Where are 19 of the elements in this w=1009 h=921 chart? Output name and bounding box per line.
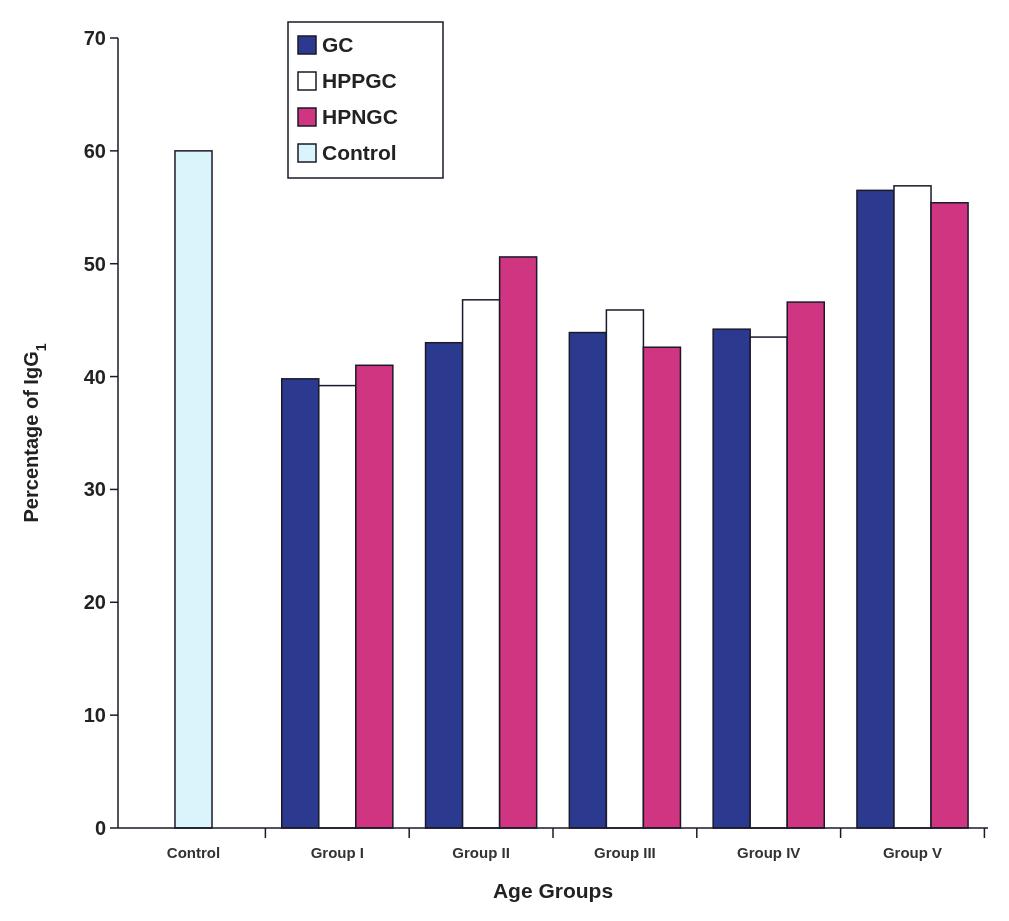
y-tick-label: 50: [83, 252, 106, 275]
x-tick-label: Group V: [882, 844, 943, 861]
y-tick-label: 60: [83, 139, 106, 162]
y-tick-label: 70: [83, 27, 106, 49]
legend-label: Control: [322, 141, 397, 165]
y-tick-label: 30: [83, 478, 106, 501]
legend-label: HPNGC: [322, 105, 398, 129]
x-axis-title: Age Groups: [492, 879, 614, 902]
legend-label: HPPGC: [322, 69, 397, 93]
legend-label: GC: [322, 33, 354, 57]
x-tick-label: Group II: [452, 844, 510, 861]
y-tick-label: 20: [83, 591, 106, 614]
y-tick-label: 40: [83, 365, 106, 388]
y-tick-label: 0: [94, 817, 106, 839]
x-tick-label: Group III: [594, 844, 656, 861]
x-tick-label: Control: [166, 844, 221, 861]
x-tick-label: Group I: [310, 844, 364, 861]
x-tick-label: Group IV: [737, 844, 801, 861]
y-tick-label: 10: [83, 704, 106, 727]
